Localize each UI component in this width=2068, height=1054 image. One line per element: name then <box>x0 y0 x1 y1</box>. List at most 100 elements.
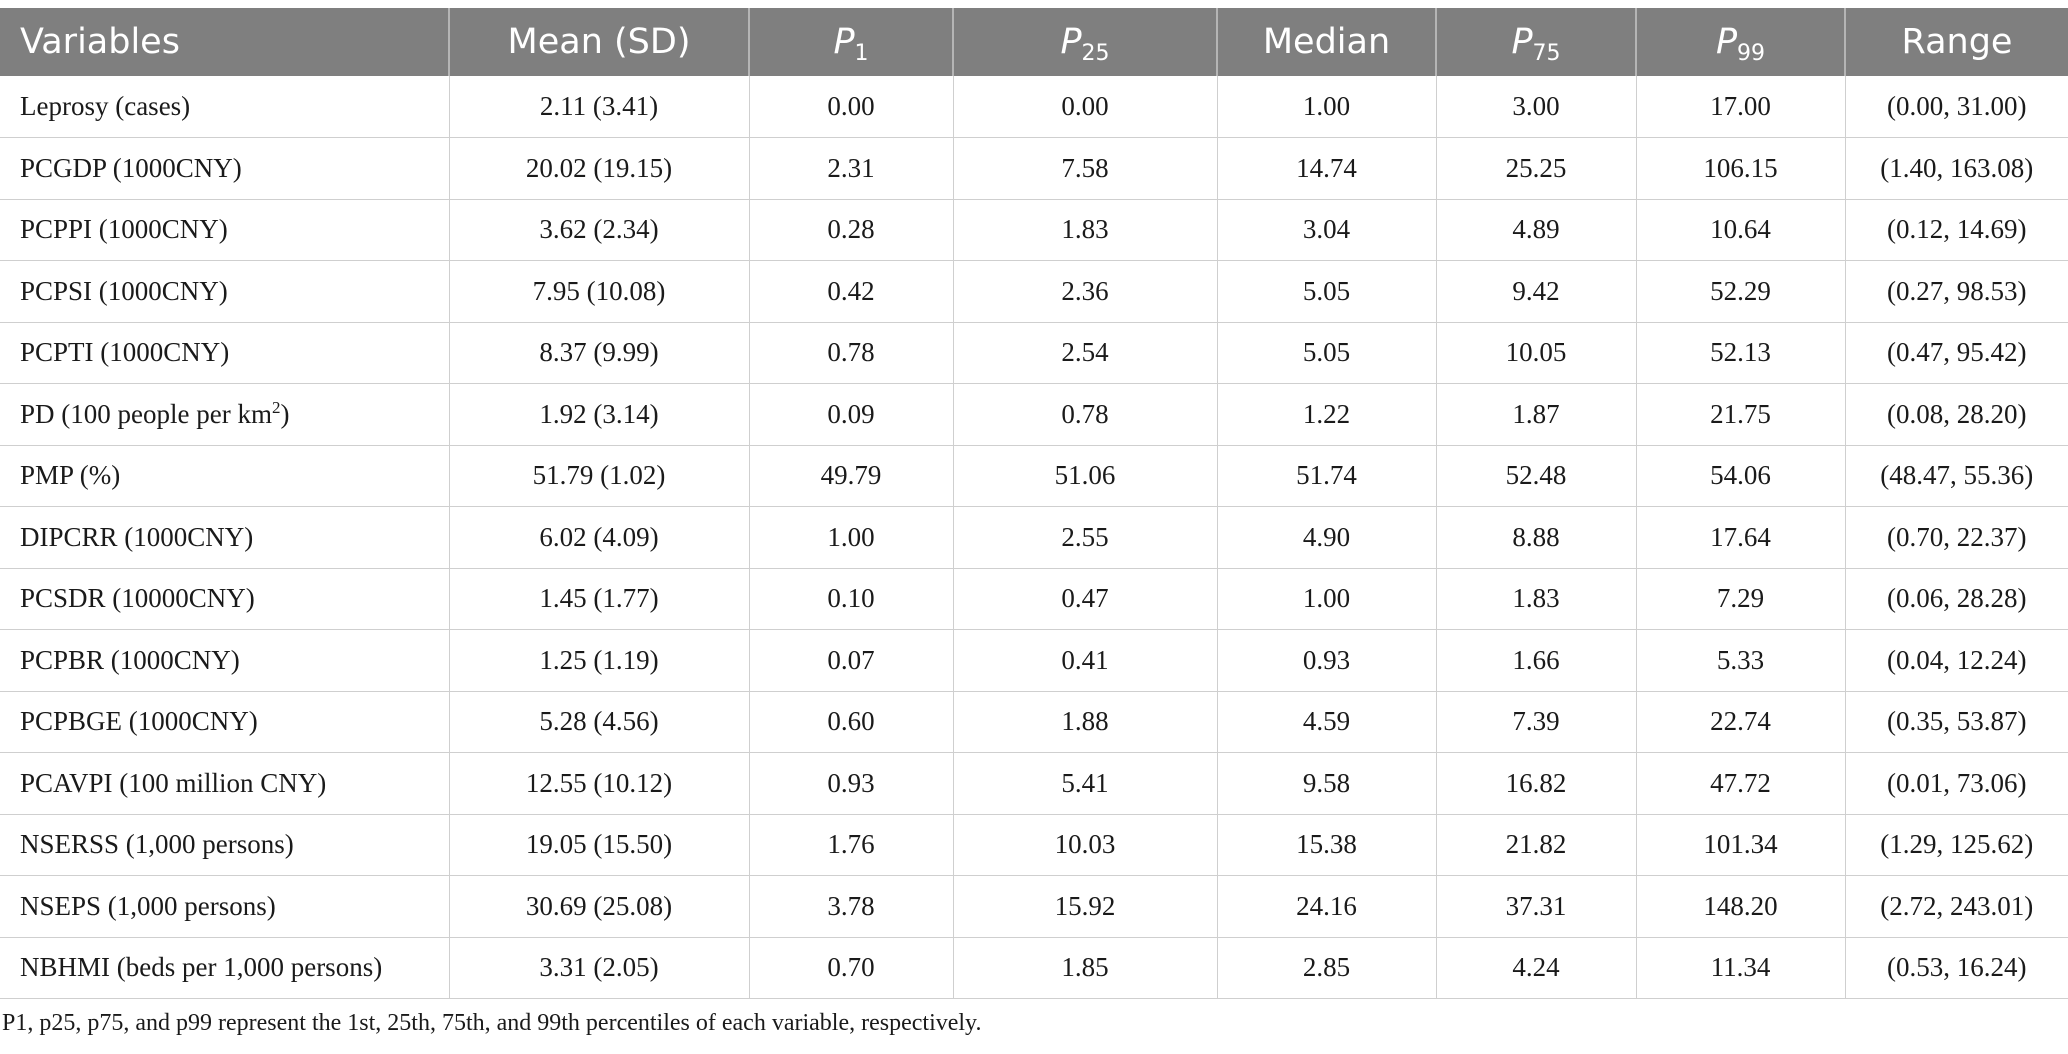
cell-median: 14.74 <box>1217 137 1437 200</box>
cell-p1: 49.79 <box>749 445 954 507</box>
cell-p75: 7.39 <box>1436 691 1637 753</box>
cell-range: (0.53, 16.24) <box>1845 937 2068 999</box>
cell-mean-sd: 51.79 (1.02) <box>449 445 750 507</box>
cell-p1: 0.42 <box>749 260 954 323</box>
cell-p1: 0.10 <box>749 568 954 630</box>
cell-p75: 1.83 <box>1436 568 1637 630</box>
cell-variable: PCPBGE (1000CNY) <box>0 691 450 753</box>
cell-mean-sd: 5.28 (4.56) <box>449 691 750 753</box>
cell-p1: 0.60 <box>749 691 954 753</box>
cell-p75: 3.00 <box>1436 76 1637 138</box>
cell-p99: 11.34 <box>1636 937 1846 999</box>
cell-median: 4.90 <box>1217 506 1437 569</box>
cell-range: (0.06, 28.28) <box>1845 568 2068 630</box>
cell-mean-sd: 20.02 (19.15) <box>449 137 750 200</box>
header-p75: P75 <box>1436 8 1637 76</box>
cell-p25: 2.36 <box>953 260 1218 323</box>
cell-variable: NSERSS (1,000 persons) <box>0 814 450 876</box>
cell-p1: 0.07 <box>749 629 954 692</box>
cell-range: (1.29, 125.62) <box>1845 814 2068 876</box>
cell-p99: 52.29 <box>1636 260 1846 323</box>
table-row: PCPTI (1000CNY) 8.37 (9.99) 0.78 2.54 5.05 10… <box>0 322 2068 384</box>
cell-median: 15.38 <box>1217 814 1437 876</box>
cell-p25: 51.06 <box>953 445 1218 507</box>
cell-p25: 0.47 <box>953 568 1218 630</box>
cell-median: 1.00 <box>1217 76 1437 138</box>
cell-p25: 2.55 <box>953 506 1218 569</box>
cell-variable: PCPPI (1000CNY) <box>0 199 450 261</box>
cell-variable: PCAVPI (100 million CNY) <box>0 752 450 815</box>
table-row: PD (100 people per km2) 1.92 (3.14) 0.09 0.… <box>0 383 2068 446</box>
cell-median: 0.93 <box>1217 629 1437 692</box>
cell-range: (0.08, 28.20) <box>1845 383 2068 446</box>
cell-p25: 1.85 <box>953 937 1218 999</box>
descriptive-statistics-table: Variables Mean (SD) P1 P25 Median P75 P9… <box>0 8 2068 999</box>
cell-median: 3.04 <box>1217 199 1437 261</box>
cell-median: 1.22 <box>1217 383 1437 446</box>
cell-variable: PCSDR (10000CNY) <box>0 568 450 630</box>
cell-p25: 0.78 <box>953 383 1218 446</box>
cell-p25: 1.83 <box>953 199 1218 261</box>
cell-p75: 37.31 <box>1436 875 1637 938</box>
cell-median: 24.16 <box>1217 875 1437 938</box>
cell-p1: 1.00 <box>749 506 954 569</box>
cell-median: 5.05 <box>1217 260 1437 323</box>
table-row: PCPPI (1000CNY) 3.62 (2.34) 0.28 1.83 3.04 4.… <box>0 199 2068 261</box>
cell-range: (2.72, 243.01) <box>1845 875 2068 938</box>
cell-range: (0.27, 98.53) <box>1845 260 2068 323</box>
table-row: PCPSI (1000CNY) 7.95 (10.08) 0.42 2.36 5.05 9… <box>0 260 2068 323</box>
cell-mean-sd: 12.55 (10.12) <box>449 752 750 815</box>
cell-p75: 8.88 <box>1436 506 1637 569</box>
cell-p25: 0.41 <box>953 629 1218 692</box>
table-row: DIPCRR (1000CNY) 6.02 (4.09) 1.00 2.55 4.90 8… <box>0 506 2068 569</box>
cell-variable: PCPTI (1000CNY) <box>0 322 450 384</box>
cell-mean-sd: 3.31 (2.05) <box>449 937 750 999</box>
cell-mean-sd: 19.05 (15.50) <box>449 814 750 876</box>
cell-median: 9.58 <box>1217 752 1437 815</box>
cell-p25: 15.92 <box>953 875 1218 938</box>
cell-p1: 0.09 <box>749 383 954 446</box>
cell-p99: 17.64 <box>1636 506 1846 569</box>
cell-range: (0.00, 31.00) <box>1845 76 2068 138</box>
cell-mean-sd: 3.62 (2.34) <box>449 199 750 261</box>
cell-variable: PD (100 people per km2) <box>0 383 450 446</box>
cell-mean-sd: 2.11 (3.41) <box>449 76 750 138</box>
cell-p99: 7.29 <box>1636 568 1846 630</box>
header-p99: P99 <box>1636 8 1846 76</box>
cell-p1: 2.31 <box>749 137 954 200</box>
cell-range: (0.47, 95.42) <box>1845 322 2068 384</box>
cell-p75: 4.89 <box>1436 199 1637 261</box>
cell-range: (0.35, 53.87) <box>1845 691 2068 753</box>
cell-p1: 0.00 <box>749 76 954 138</box>
header-p1: P1 <box>749 8 954 76</box>
cell-variable: NSEPS (1,000 persons) <box>0 875 450 938</box>
header-range: Range <box>1901 22 2013 62</box>
cell-p1: 0.78 <box>749 322 954 384</box>
cell-mean-sd: 1.25 (1.19) <box>449 629 750 692</box>
cell-p25: 5.41 <box>953 752 1218 815</box>
header-p25: P25 <box>953 8 1218 76</box>
cell-superscript: 2 <box>271 397 281 417</box>
table-header-row: Variables Mean (SD) P1 P25 Median P75 P9… <box>0 8 2068 76</box>
cell-mean-sd: 1.45 (1.77) <box>449 568 750 630</box>
header-median: Median <box>1217 8 1437 76</box>
cell-median: 2.85 <box>1217 937 1437 999</box>
cell-variable: DIPCRR (1000CNY) <box>0 506 450 569</box>
cell-median: 1.00 <box>1217 568 1437 630</box>
cell-p25: 7.58 <box>953 137 1218 200</box>
cell-p75: 52.48 <box>1436 445 1637 507</box>
cell-range: (0.04, 12.24) <box>1845 629 2068 692</box>
table-row: NBHMI (beds per 1,000 persons) 3.31 (2.05… <box>0 937 2068 999</box>
table-row: PMP (%) 51.79 (1.02) 49.79 51.06 51.74 52.48 5… <box>0 445 2068 507</box>
table-row: PCPBGE (1000CNY) 5.28 (4.56) 0.60 1.88 4.59 7… <box>0 691 2068 753</box>
cell-p25: 0.00 <box>953 76 1218 138</box>
cell-variable: Leprosy (cases) <box>0 76 450 138</box>
table-row: PCPBR (1000CNY) 1.25 (1.19) 0.07 0.41 0.93 1.… <box>0 629 2068 692</box>
stats-table-container: Variables Mean (SD) P1 P25 Median P75 P9… <box>0 8 2068 999</box>
cell-p99: 148.20 <box>1636 875 1846 938</box>
cell-p25: 1.88 <box>953 691 1218 753</box>
cell-p99: 52.13 <box>1636 322 1846 384</box>
cell-p99: 5.33 <box>1636 629 1846 692</box>
cell-p25: 10.03 <box>953 814 1218 876</box>
cell-median: 51.74 <box>1217 445 1437 507</box>
